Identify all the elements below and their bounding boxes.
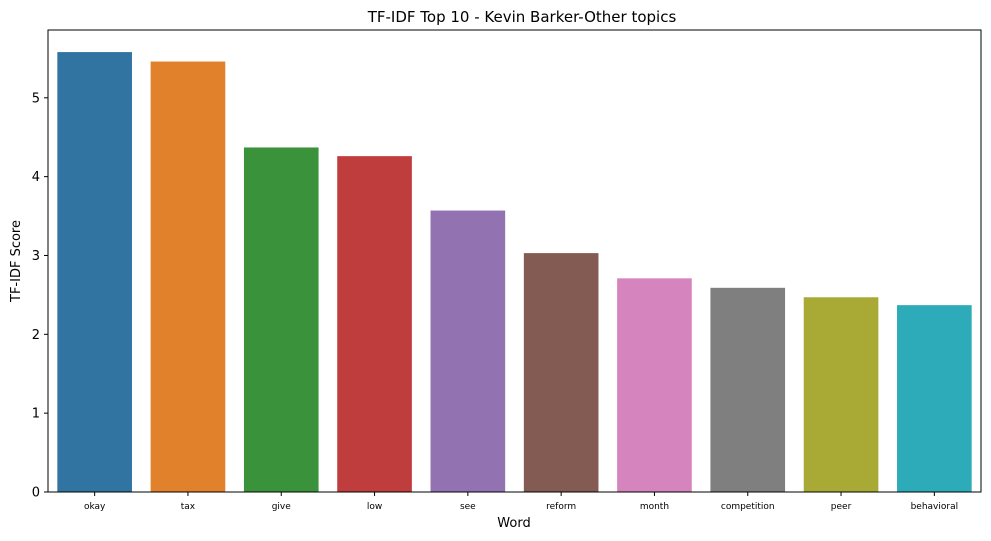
bar-competition	[710, 287, 786, 492]
x-tick-label: peer	[831, 502, 852, 512]
chart-title: TF-IDF Top 10 - Kevin Barker-Other topic…	[367, 8, 677, 26]
bar-give	[243, 147, 319, 492]
y-axis: 0 1 2 3 4 5	[32, 91, 48, 501]
x-tick-label: okay	[84, 502, 106, 512]
bar-tax	[150, 61, 226, 493]
x-tick-label: see	[460, 502, 476, 512]
y-tick-label: 1	[32, 407, 40, 422]
bar-behavioral	[897, 305, 972, 492]
x-tick-label: give	[272, 502, 292, 512]
x-tick-label: month	[640, 502, 669, 512]
x-tick-label: reform	[546, 502, 576, 512]
plot-frame	[47, 29, 982, 493]
y-tick-label: 0	[32, 486, 40, 501]
x-tick-label: competition	[721, 502, 775, 512]
bar-peer	[803, 297, 879, 492]
bar-low	[337, 156, 412, 492]
bar-okay	[57, 52, 132, 493]
bar-month	[617, 278, 692, 492]
x-tick-label: low	[367, 502, 382, 512]
y-tick-label: 2	[32, 328, 40, 343]
y-tick-label: 5	[32, 91, 40, 106]
x-tick-label: behavioral	[911, 502, 959, 512]
x-axis: okay tax give low see reform month competition p…	[84, 492, 958, 512]
x-axis-label: Word	[497, 516, 530, 531]
bar-reform	[523, 253, 599, 492]
y-tick-label: 3	[32, 249, 40, 264]
y-axis-label: TF-IDF Score	[9, 220, 24, 303]
bar-see	[430, 210, 506, 492]
x-tick-label: tax	[181, 502, 196, 512]
y-tick-label: 4	[32, 170, 40, 185]
bars-group	[57, 52, 972, 493]
